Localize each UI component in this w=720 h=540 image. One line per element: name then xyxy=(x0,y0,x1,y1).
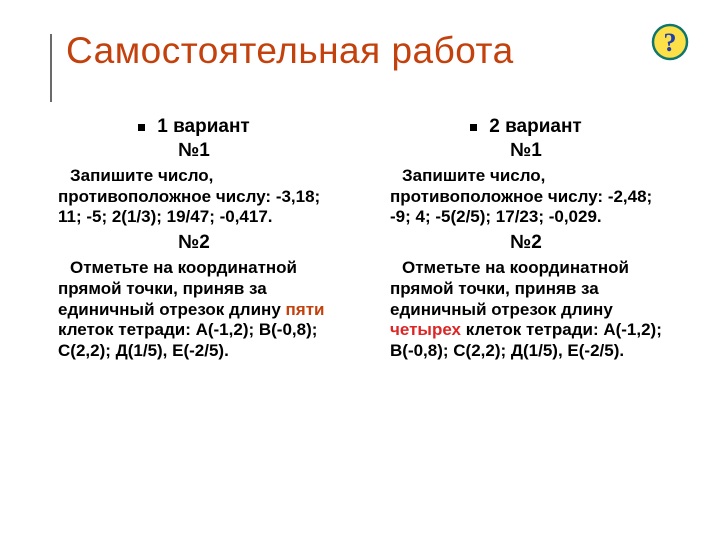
bullet-icon xyxy=(138,124,145,131)
title-accent-bar xyxy=(50,34,52,102)
variant-2-title: 2 вариант xyxy=(489,116,581,138)
variant-1-n2: №2 xyxy=(40,232,348,254)
task2-post: клеток тетради: А(-1,2); В(-0,8); С(2,2)… xyxy=(58,320,317,360)
variant-1-task2: Отметьте на координатной прямой точки, п… xyxy=(40,258,348,362)
variant-2-task1: Запишите число, противоположное числу: -… xyxy=(372,166,680,228)
page-title: Самостоятельная работа xyxy=(66,30,514,72)
bullet-icon xyxy=(470,124,477,131)
variant-2-task2: Отметьте на координатной прямой точки, п… xyxy=(372,258,680,362)
variant-1-column: 1 вариант №1 Запишите число, противополо… xyxy=(40,112,348,366)
variant-2-n1: №1 xyxy=(372,140,680,162)
variant-1-heading-row: 1 вариант xyxy=(40,116,348,138)
svg-text:?: ? xyxy=(664,28,677,57)
variant-2-heading-row: 2 вариант xyxy=(372,116,680,138)
variant-1-n1: №1 xyxy=(40,140,348,162)
task2-highlight: четырех xyxy=(390,320,461,339)
variant-1-title: 1 вариант xyxy=(157,116,249,138)
task2-pre: Отметьте на координатной прямой точки, п… xyxy=(390,258,629,318)
task2-highlight: пяти xyxy=(286,300,325,319)
task2-pre: Отметьте на координатной прямой точки, п… xyxy=(58,258,297,318)
question-icon: ? xyxy=(650,22,690,62)
variant-1-task1: Запишите число, противоположное числу: -… xyxy=(40,166,348,228)
variant-2-column: 2 вариант №1 Запишите число, противополо… xyxy=(372,112,680,366)
help-button[interactable]: ? xyxy=(650,22,690,62)
variant-2-n2: №2 xyxy=(372,232,680,254)
